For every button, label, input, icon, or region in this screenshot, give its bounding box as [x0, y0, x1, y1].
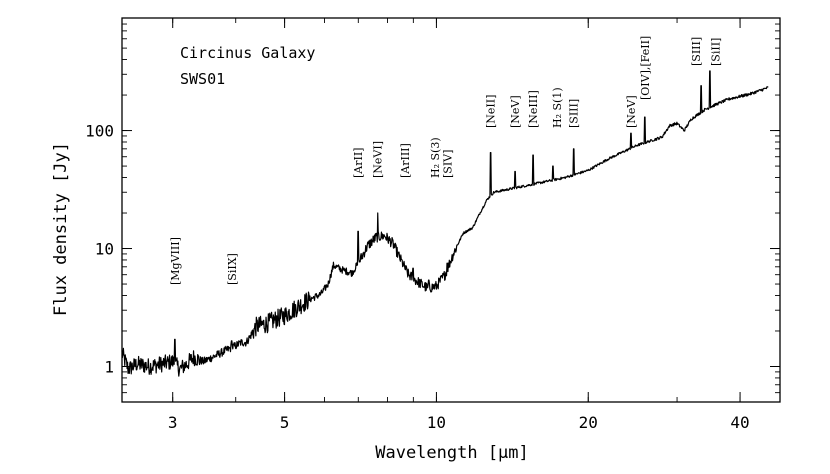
emission-line-label: [SIII] [568, 99, 581, 128]
emission-line-label: [ArIII] [399, 143, 412, 178]
emission-line-label: [SIII] [690, 37, 703, 66]
x-tick-label: 40 [730, 413, 749, 432]
emission-line-label: [SiII] [710, 38, 723, 66]
emission-line-label: [NeII] [485, 95, 498, 128]
x-tick-label: 20 [579, 413, 598, 432]
emission-line-label: H₂ S(3) [429, 137, 442, 178]
emission-line-label: [NeV] [509, 95, 522, 128]
y-tick-label: 10 [95, 240, 114, 259]
emission-line-label: H₂ S(1) [551, 87, 564, 128]
chart-subtitle: SWS01 [180, 70, 225, 88]
y-axis-title: Flux density [Jy] [51, 142, 71, 316]
x-tick-label: 5 [280, 413, 290, 432]
emission-line-label: [NeVI] [372, 141, 385, 178]
x-axis-title: Wavelength [μm] [375, 443, 529, 463]
emission-line-label: [NeIII] [527, 90, 540, 128]
plot-frame [121, 17, 781, 403]
y-tick-label: 100 [85, 122, 114, 141]
chart-title: Circinus Galaxy [180, 44, 315, 62]
emission-line-label: [MgVIII] [169, 237, 182, 285]
emission-line-label: [OIV],[FeII] [639, 36, 652, 100]
emission-labels-group: [MgVIII] [SiIX] [ArII] [NeVI] [ArIII] H₂ S(3)… [169, 36, 723, 285]
emission-line-label: [ArII] [352, 148, 365, 178]
spectrum-line [121, 70, 769, 377]
plot-frame-group: 3 5 10 20 40 1 10 100 [85, 17, 781, 432]
y-tick-label: 1 [104, 357, 114, 376]
emission-line-label: [SIV] [441, 150, 454, 178]
series-group [121, 70, 769, 377]
emission-line-label: [SiIX] [226, 253, 239, 285]
x-tick-label: 3 [168, 413, 178, 432]
emission-line-label: [NeV] [625, 95, 638, 128]
x-tick-label: 10 [427, 413, 446, 432]
